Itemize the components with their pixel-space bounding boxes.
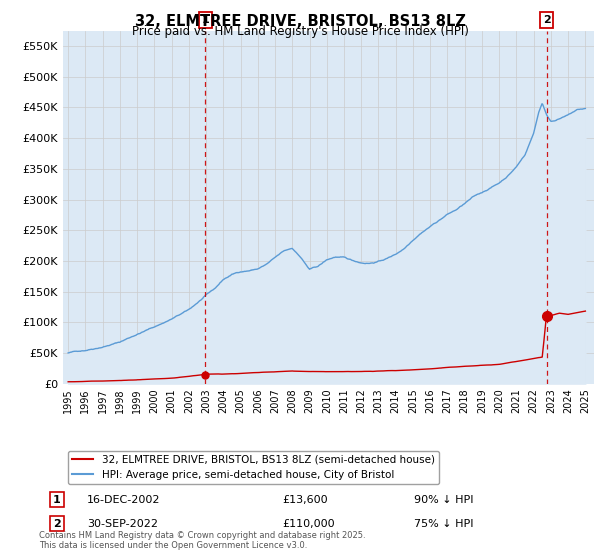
Text: 1: 1	[202, 15, 209, 25]
Text: 75% ↓ HPI: 75% ↓ HPI	[414, 519, 473, 529]
Text: 90% ↓ HPI: 90% ↓ HPI	[414, 494, 473, 505]
Legend: 32, ELMTREE DRIVE, BRISTOL, BS13 8LZ (semi-detached house), HPI: Average price, : 32, ELMTREE DRIVE, BRISTOL, BS13 8LZ (se…	[68, 451, 439, 484]
Text: £13,600: £13,600	[282, 494, 328, 505]
Text: Price paid vs. HM Land Registry's House Price Index (HPI): Price paid vs. HM Land Registry's House …	[131, 25, 469, 38]
Text: 2: 2	[543, 15, 550, 25]
Text: Contains HM Land Registry data © Crown copyright and database right 2025.
This d: Contains HM Land Registry data © Crown c…	[39, 530, 365, 550]
Text: 32, ELMTREE DRIVE, BRISTOL, BS13 8LZ: 32, ELMTREE DRIVE, BRISTOL, BS13 8LZ	[134, 14, 466, 29]
Text: 2: 2	[53, 519, 61, 529]
Text: 1: 1	[53, 494, 61, 505]
Text: 30-SEP-2022: 30-SEP-2022	[87, 519, 158, 529]
Text: £110,000: £110,000	[282, 519, 335, 529]
Text: 16-DEC-2002: 16-DEC-2002	[87, 494, 161, 505]
